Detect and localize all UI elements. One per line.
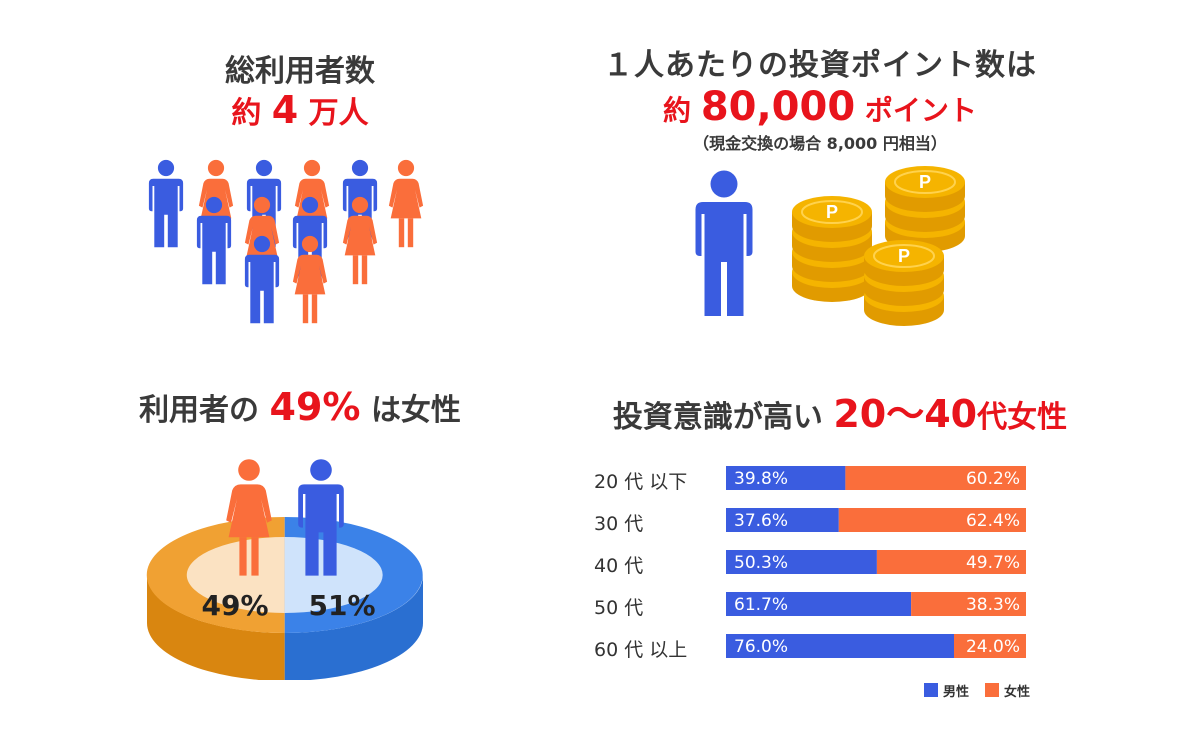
- legend-female-swatch: [985, 683, 999, 697]
- coin: P: [792, 196, 872, 242]
- pie-side-male: [284, 575, 423, 680]
- male-person-icon: [148, 159, 184, 248]
- age-title-suffix: 代女性: [977, 400, 1068, 435]
- points-value: 約 80,000 ポイント: [570, 84, 1070, 130]
- users-value-suffix: 万人: [308, 96, 369, 131]
- female-person-icon: [388, 159, 424, 248]
- coin: P: [864, 240, 944, 286]
- bar-female: [911, 592, 1026, 616]
- points-value-suffix: ポイント: [864, 94, 977, 127]
- gender-title-number: 49%: [269, 385, 361, 429]
- age-title-number: 20〜40: [833, 392, 978, 436]
- legend-male-label: 男性: [943, 685, 970, 700]
- users-title: 総利用者数: [225, 54, 375, 89]
- age-category-label: 40 代: [594, 555, 644, 577]
- bar-female: [954, 634, 1026, 658]
- coin-label: P: [898, 246, 910, 266]
- age-category-label: 50 代: [594, 597, 644, 619]
- coin-stack-icon: P P P: [792, 166, 965, 326]
- pie-side-female: [147, 575, 285, 680]
- users-value-number: 4: [271, 88, 299, 132]
- users-value: 約 4 万人: [110, 88, 490, 132]
- bar-male: [726, 550, 877, 574]
- bar-label-female: 60.2%: [966, 469, 1020, 489]
- crowd-illustration: [148, 159, 424, 324]
- users-value-prefix: 約: [231, 96, 262, 131]
- gender-title-suffix: は女性: [370, 393, 461, 428]
- legend-male-swatch: [924, 683, 938, 697]
- female-person-icon: [342, 196, 378, 285]
- male-person-icon: [695, 170, 753, 316]
- bar-male: [726, 508, 839, 532]
- bar-male: [726, 466, 846, 490]
- legend-female-label: 女性: [1004, 685, 1031, 700]
- bar-male: [726, 634, 954, 658]
- bar-label-male: 39.8%: [734, 469, 788, 489]
- bar-label-male: 76.0%: [734, 637, 788, 657]
- bar-label-male: 37.6%: [734, 511, 788, 531]
- pie-label-female: 49%: [201, 589, 268, 622]
- coin: P: [885, 166, 965, 212]
- bar-label-female: 62.4%: [966, 511, 1020, 531]
- pie-label-male: 51%: [308, 589, 375, 622]
- coin-label: P: [919, 172, 931, 192]
- points-value-prefix: 約: [663, 94, 692, 127]
- gender-donut-chart: 49% 51%: [146, 459, 423, 680]
- age-category-label: 30 代: [594, 513, 644, 535]
- bar-label-male: 61.7%: [734, 595, 788, 615]
- age-stacked-bar-chart: 39.8% 60.2% 37.6% 62.4% 50.3% 49.7% 61.7% 38.3%…: [726, 466, 1026, 658]
- crowd-row-3: [244, 235, 328, 324]
- pie-inner-female: [186, 537, 285, 613]
- coin-label: P: [826, 202, 838, 222]
- bar-female: [876, 550, 1026, 574]
- age-category-label: 20 代 以下: [594, 471, 688, 493]
- age-title-prefix: 投資意識が高い: [612, 400, 823, 435]
- age-category-label: 60 代 以上: [594, 639, 688, 661]
- points-title: １人あたりの投資ポイント数は: [603, 48, 1037, 83]
- age-title: 投資意識が高い 20〜40代女性: [560, 383, 1120, 438]
- points-value-number: 80,000: [700, 84, 856, 130]
- bar-label-female: 49.7%: [966, 553, 1020, 573]
- gender-title-prefix: 利用者の: [139, 393, 260, 428]
- bar-male: [726, 592, 912, 616]
- bar-label-female: 24.0%: [966, 637, 1020, 657]
- bar-female: [845, 466, 1026, 490]
- bar-label-male: 50.3%: [734, 553, 788, 573]
- female-person-icon: [292, 235, 328, 324]
- crowd-row-1: [148, 159, 424, 248]
- bar-label-female: 38.3%: [966, 595, 1020, 615]
- bar-female: [838, 508, 1026, 532]
- points-note: （現金交換の場合 8,000 円相当）: [693, 134, 947, 153]
- gender-title: 利用者の 49% は女性: [90, 385, 510, 429]
